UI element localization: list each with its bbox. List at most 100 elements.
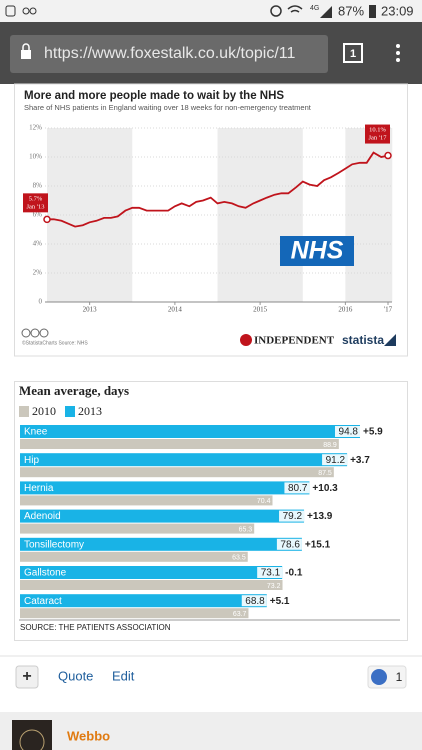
url-field[interactable] [10,35,328,73]
bar [20,425,360,438]
change-label: +5.9 [363,427,383,438]
y-tick-label: 0 [39,298,43,306]
time: 23:09 [381,3,414,18]
value-label: 80.7 [288,483,308,494]
y-tick-label: 10% [29,153,42,161]
value-box [257,567,283,578]
bar [20,523,255,534]
menu-button[interactable] [396,44,400,48]
multiquote-button[interactable] [15,665,39,689]
value-label: 91.2 [326,455,346,466]
url: https://www.foxestalk.co.uk/topic/11 [44,45,295,62]
status-bar [0,0,422,22]
value-label: 70.4 [257,498,271,505]
edit-button[interactable]: Edit [112,668,135,683]
value-box [241,595,267,607]
category-label: Gallstone [24,568,67,579]
value-label: 65.3 [239,526,253,533]
value-label: 94.8 [339,427,359,438]
chart-subtitle: Share of NHS patients in England waiting… [24,103,312,112]
point-marker [43,215,51,224]
category-label: Knee [24,427,48,438]
nhs-logo-text: NHS [291,237,344,265]
menu-button[interactable] [396,51,400,55]
value-label: 68.8 [245,596,265,607]
annotation-sub: Jan '13 [27,203,45,210]
bar [20,566,283,579]
year-band [217,128,303,302]
category-label: Hip [24,455,39,466]
value-box [322,454,348,466]
status-icon [29,7,37,15]
signal-icon [320,6,332,18]
x-tick-label: '17 [384,306,393,314]
status-icon [5,5,16,17]
bar-chart: 2010 2013 Knee 94.888.9 +5.9 Hip 91.2 87.5 +3.7 H… [19,404,383,619]
chart-title: More and more people made to wait by the… [24,90,284,102]
annotation-box [365,124,390,144]
value-label: 87.5 [318,470,332,477]
cc-icon [39,328,49,338]
value-label: 73.1 [261,568,281,579]
y-tick-label: 8% [33,182,43,190]
menu-button[interactable] [396,58,400,62]
lock-icon [21,50,31,59]
bar [20,537,302,551]
change-label: +5.1 [270,596,290,607]
data-line [47,151,389,228]
change-label: -0.1 [285,568,303,579]
avatar-emblem [19,729,45,750]
author[interactable]: Webbo [67,728,110,743]
source: SOURCE: THE PATIENTS ASSOCIATION [20,623,171,632]
change-label: +13.9 [307,511,333,522]
value-label: 79.2 [283,511,303,522]
value-label: 63.5 [232,555,246,562]
avatar[interactable] [12,720,52,750]
category-label: Hernia [24,483,54,494]
wifi-icon [287,5,303,13]
change-label: +3.7 [350,455,370,466]
quote-button[interactable]: Quote [58,668,93,683]
bar [20,594,267,608]
legend-label: 2013 [78,404,102,418]
status-icon [22,7,30,15]
x-tick-label: 2015 [253,306,268,314]
network: 4G [310,5,319,12]
line-chart: 02%4%6%8%10%12%2013 2014 2015 2016'175.7%Ja… [23,124,393,314]
bar [20,453,348,467]
bar [20,580,283,590]
brand-logo [384,334,396,346]
bar [20,467,334,478]
y-tick-label: 12% [29,124,42,132]
y-tick-label: 4% [33,240,43,248]
bar [20,509,305,523]
annotation: 5.7% [29,195,43,202]
nhs-logo [280,236,354,266]
bar [20,481,310,495]
value-box [276,538,302,550]
tabs-count: 1 [350,48,356,60]
change-label: +15.1 [305,539,331,550]
chart-title: Mean average, days [19,383,129,398]
legend-swatch [19,406,29,417]
x-tick-label: 2014 [168,306,183,314]
legend-swatch [65,406,75,417]
bar [20,608,249,619]
legend-label: 2010 [32,404,56,418]
year-band [47,128,133,302]
value-box [279,510,305,522]
plus-icon: + [22,668,31,685]
brand: statista [342,333,384,347]
y-tick-label: 2% [33,269,43,277]
category-label: Adenoid [24,511,61,522]
battery-icon [369,5,376,18]
value-label: 88.9 [323,442,337,449]
publisher-logo [240,334,252,346]
cc-icon [30,328,40,338]
x-tick-label: 2013 [83,306,98,314]
value-label: 73.2 [267,583,281,590]
cc-icon [21,328,31,338]
category-label: Tonsillectomy [24,539,84,550]
value-box [335,426,360,437]
tabs-button[interactable] [343,43,363,63]
